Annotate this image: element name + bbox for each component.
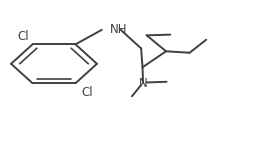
Text: Cl: Cl [17,30,29,43]
Text: NH: NH [110,23,128,36]
Text: N: N [139,77,147,90]
Text: Cl: Cl [81,86,93,99]
